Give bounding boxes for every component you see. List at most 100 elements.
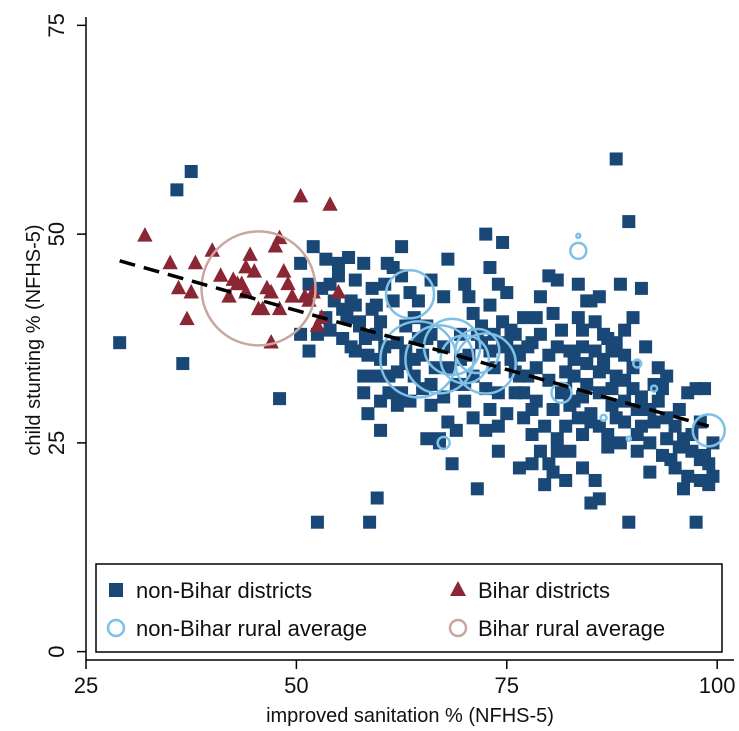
data-point-non-bihar <box>458 277 472 291</box>
data-point-non-bihar <box>542 348 556 362</box>
data-point-non-bihar <box>369 327 383 341</box>
data-point-non-bihar-rural-average <box>599 413 608 423</box>
data-point-bihar <box>246 263 263 278</box>
data-point-non-bihar <box>361 348 375 362</box>
data-point-non-bihar <box>693 473 707 487</box>
data-point-non-bihar <box>601 428 615 442</box>
data-point-bihar <box>225 271 241 286</box>
data-point-non-bihar <box>698 382 712 396</box>
data-point-non-bihar <box>550 273 564 287</box>
data-point-non-bihar <box>517 386 531 400</box>
y-tick-label: 0 <box>44 646 69 658</box>
y-axis-title: child stunting % (NFHS-5) <box>23 224 45 455</box>
data-point-non-bihar <box>441 415 455 429</box>
data-point-non-bihar <box>677 482 691 496</box>
data-point-bihar <box>242 246 258 261</box>
data-point-non-bihar <box>559 365 573 379</box>
data-point-non-bihar <box>546 306 560 320</box>
data-point-non-bihar <box>580 357 594 371</box>
data-point-non-bihar <box>170 183 184 197</box>
data-point-non-bihar <box>576 340 590 354</box>
data-point-bihar <box>322 196 338 211</box>
data-point-non-bihar <box>374 394 388 408</box>
data-point-bihar <box>259 279 275 295</box>
data-point-bihar <box>271 229 288 245</box>
data-point-non-bihar <box>363 515 377 529</box>
data-point-non-bihar <box>618 348 632 362</box>
data-point-non-bihar <box>466 306 480 320</box>
data-point-non-bihar <box>533 290 547 304</box>
data-point-bihar <box>162 254 178 270</box>
y-tick-label: 50 <box>44 222 69 246</box>
data-point-bihar <box>183 283 199 299</box>
chart-axes: 25 50 75 100 0 25 50 75 <box>44 13 736 698</box>
data-point-bihar <box>280 275 296 291</box>
data-point-non-bihar <box>576 428 590 442</box>
x-tick-label: 25 <box>74 673 98 698</box>
data-point-non-bihar <box>681 469 695 483</box>
data-point-non-bihar <box>601 440 615 454</box>
data-point-non-bihar <box>500 286 514 300</box>
data-point-non-bihar <box>424 377 438 391</box>
data-point-non-bihar <box>403 286 417 300</box>
data-point-non-bihar <box>592 492 606 506</box>
data-point-non-bihar-rural-average <box>550 381 573 405</box>
data-point-non-bihar-rural-average <box>691 413 727 448</box>
data-point-non-bihar-rural-average <box>454 332 517 395</box>
data-point-non-bihar <box>315 281 329 295</box>
data-point-non-bihar <box>458 394 472 408</box>
data-point-non-bihar <box>597 352 611 366</box>
x-axis-title: improved sanitation % (NFHS-5) <box>266 705 554 727</box>
data-point-non-bihar-rural-average <box>454 327 501 375</box>
data-point-non-bihar <box>517 311 531 325</box>
data-point-non-bihar <box>672 440 686 454</box>
data-point-non-bihar <box>113 336 127 350</box>
data-point-non-bihar <box>386 294 400 308</box>
data-point-non-bihar <box>470 482 484 496</box>
data-point-non-bihar <box>668 419 682 433</box>
data-point-non-bihar <box>655 382 669 396</box>
data-point-non-bihar <box>525 428 539 442</box>
data-point-bihar <box>221 288 237 303</box>
data-point-non-bihar <box>395 240 409 254</box>
data-point-bihar <box>187 254 204 270</box>
data-point-non-bihar <box>479 227 493 241</box>
data-point-non-bihar <box>698 448 712 462</box>
data-point-non-bihar <box>319 252 333 266</box>
data-point-non-bihar <box>571 311 585 325</box>
data-point-non-bihar <box>306 240 320 254</box>
data-point-non-bihar <box>496 235 510 249</box>
data-point-non-bihar <box>571 277 585 291</box>
data-point-non-bihar <box>390 398 404 412</box>
data-point-non-bihar <box>374 315 388 329</box>
data-point-non-bihar <box>370 491 384 505</box>
data-point-bihar <box>170 279 187 295</box>
data-point-non-bihar <box>651 394 665 408</box>
legend-label: Bihar districts <box>478 578 610 603</box>
data-point-non-bihar <box>630 428 644 442</box>
data-point-non-bihar <box>647 415 661 429</box>
legend-triangle-icon <box>450 581 466 596</box>
data-point-non-bihar <box>533 444 547 458</box>
data-point-non-bihar <box>176 357 190 371</box>
data-point-non-bihar <box>639 340 653 354</box>
data-point-non-bihar <box>592 365 606 379</box>
data-point-bihar <box>305 283 321 299</box>
data-point-non-bihar <box>571 411 585 425</box>
data-point-non-bihar-rural-average <box>384 268 436 320</box>
data-point-non-bihar <box>357 369 371 383</box>
data-point-non-bihar <box>584 415 598 429</box>
data-point-non-bihar <box>310 515 324 529</box>
data-point-non-bihar <box>294 256 308 270</box>
legend-box <box>95 563 723 653</box>
data-point-non-bihar <box>576 390 590 404</box>
data-point-bihar <box>179 310 195 326</box>
data-point-non-bihar <box>605 398 619 412</box>
data-point-bihar <box>284 288 300 303</box>
data-point-non-bihar <box>357 256 371 270</box>
data-point-non-bihar <box>681 386 695 400</box>
data-point-non-bihar <box>386 261 400 275</box>
data-point-non-bihar <box>672 402 686 416</box>
data-point-non-bihar <box>529 311 543 325</box>
data-point-non-bihar-rural-average <box>649 384 659 393</box>
